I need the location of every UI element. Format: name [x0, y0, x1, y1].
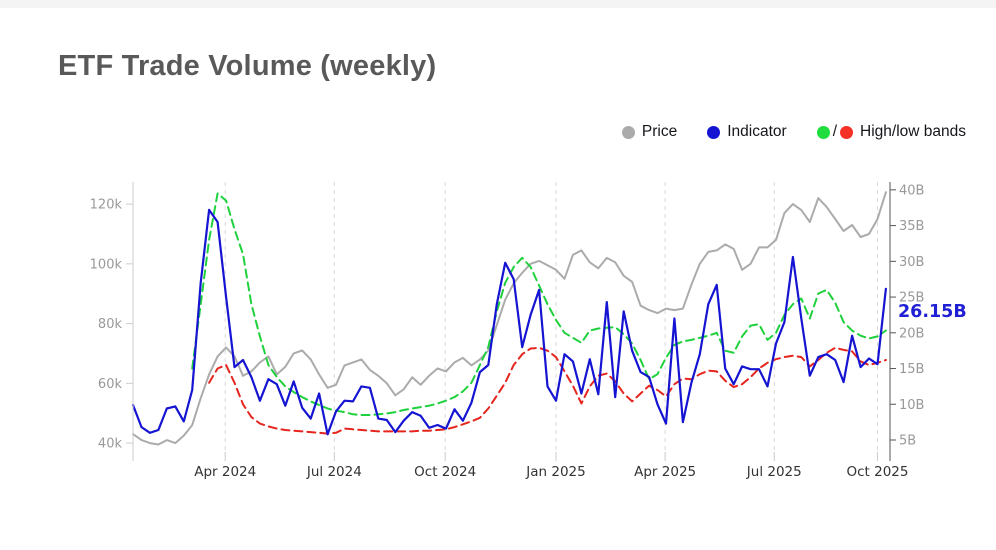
latest-value-label: 26.15B — [898, 302, 967, 322]
low-band-dot-icon — [840, 125, 854, 139]
chart-title: ETF Trade Volume (weekly) — [58, 50, 437, 82]
x-tick-label: Apr 2024 — [194, 464, 256, 480]
legend-item-price: Price — [621, 123, 678, 141]
left-axis-label: 40k — [98, 437, 123, 452]
legend-item-bands: / High/low bands — [816, 123, 966, 141]
left-axis-label: 100k — [90, 257, 123, 272]
x-tick-label: Jan 2025 — [525, 464, 585, 480]
right-axis-label: 5B — [899, 433, 916, 448]
price-dot-icon — [621, 125, 635, 139]
right-axis-label: 20B — [899, 326, 924, 341]
right-axis-label: 25B — [899, 291, 924, 306]
left-axis-label: 120k — [90, 198, 123, 213]
legend-separator: / — [832, 123, 838, 140]
right-axis-label: 35B — [899, 219, 924, 234]
x-tick-label: Oct 2024 — [414, 464, 476, 480]
legend-label-price: Price — [641, 123, 678, 140]
price-line — [132, 191, 887, 446]
left-axis-label: 60k — [98, 377, 123, 392]
right-axis-label: 15B — [899, 362, 924, 377]
left-axis-label: 80k — [98, 317, 123, 332]
legend-item-indicator: Indicator — [707, 123, 787, 141]
right-axis-label: 40B — [899, 183, 924, 198]
indicator-line — [131, 208, 887, 436]
x-tick-label: Jul 2024 — [306, 464, 362, 480]
right-axis-label: 10B — [899, 398, 924, 413]
x-tick-label: Apr 2025 — [634, 464, 696, 480]
legend-label-bands: High/low bands — [860, 123, 966, 140]
legend: Price Indicator / High/low bands — [621, 123, 966, 141]
high-band-line — [191, 192, 887, 416]
high-band-dot-icon — [816, 125, 830, 139]
right-axis-label: 30B — [899, 255, 924, 270]
legend-label-indicator: Indicator — [727, 123, 787, 140]
top-strip — [0, 0, 996, 8]
indicator-dot-icon — [707, 125, 721, 139]
x-tick-label: Jul 2025 — [746, 464, 802, 480]
x-tick-label: Oct 2025 — [846, 464, 908, 480]
